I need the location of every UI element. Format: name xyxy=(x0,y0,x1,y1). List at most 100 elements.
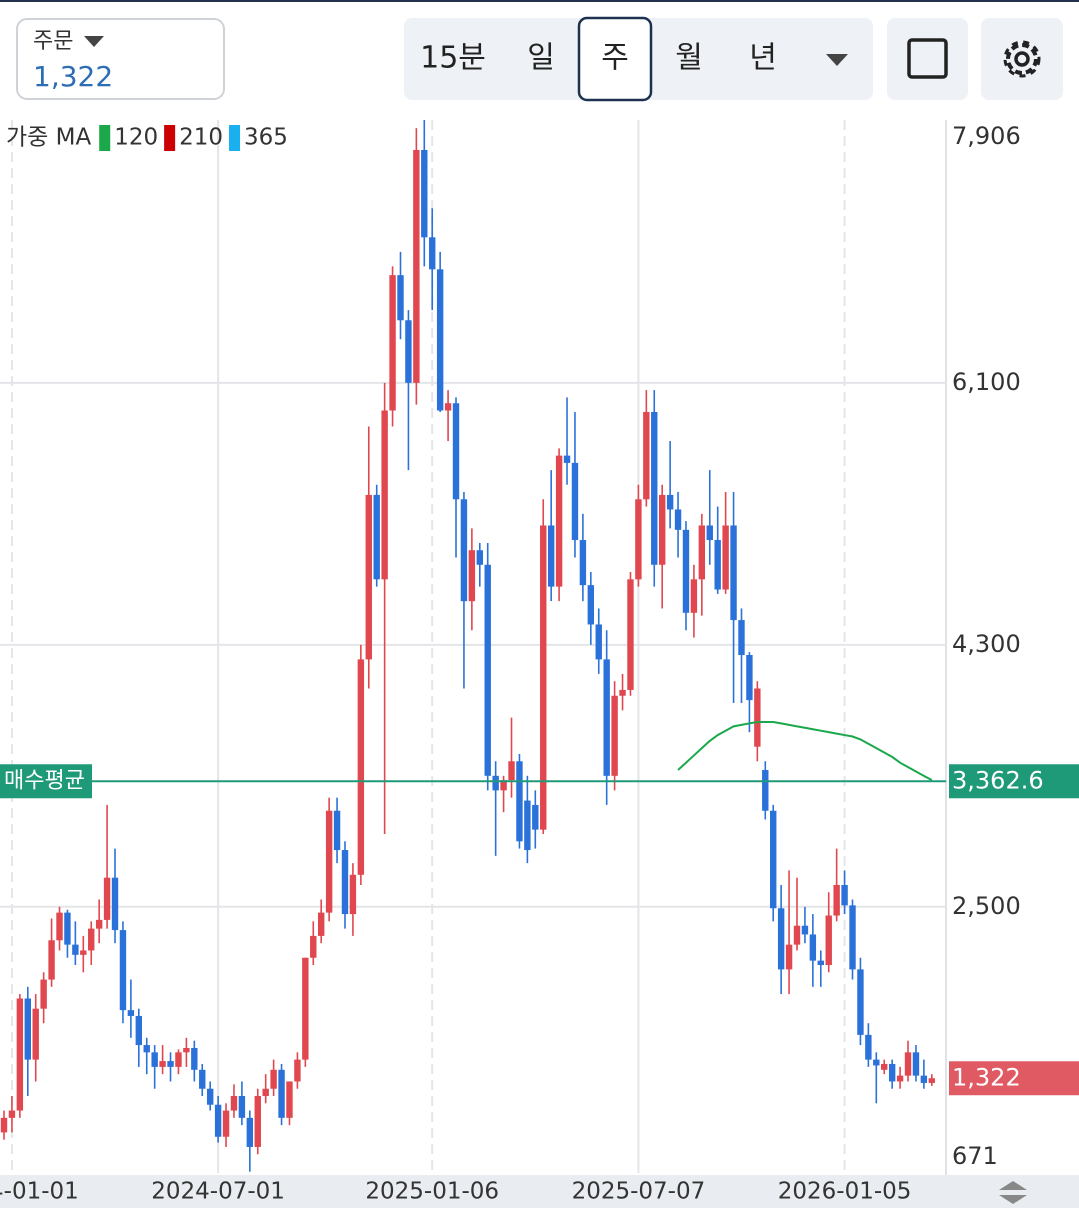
candle-body xyxy=(888,1063,896,1082)
legend-label: 210 xyxy=(179,125,223,151)
candle-body xyxy=(310,935,317,958)
candle-body xyxy=(603,659,610,776)
candle-body xyxy=(524,800,531,851)
candle-body xyxy=(627,579,634,690)
candle-body xyxy=(635,499,642,580)
candle-body xyxy=(619,689,626,696)
candle-body xyxy=(214,1104,222,1137)
candle-body xyxy=(714,540,721,590)
candle-body xyxy=(754,688,761,747)
candle-body xyxy=(912,1052,920,1076)
selected-tab xyxy=(577,16,653,102)
candle-body xyxy=(246,1117,254,1147)
candle-body xyxy=(405,320,412,383)
x-tick-label: 2025-07-07 xyxy=(572,1179,706,1205)
candle-body xyxy=(738,620,745,656)
candle-body xyxy=(302,957,309,1060)
period-tab[interactable]: 월 xyxy=(675,41,703,76)
candle-body xyxy=(373,494,380,580)
top-border xyxy=(0,0,1079,2)
candle-body xyxy=(294,1059,301,1082)
candle-body xyxy=(873,1059,880,1066)
candle-body xyxy=(643,411,650,500)
candle-body xyxy=(397,275,404,321)
candle-body xyxy=(587,585,595,625)
candle-body xyxy=(175,1052,182,1067)
candle-body xyxy=(762,769,769,811)
candle-body xyxy=(777,908,785,970)
candle-body xyxy=(444,403,452,411)
price-label: 3,362.6 xyxy=(952,766,1044,794)
candle-body xyxy=(746,655,753,701)
candle-body xyxy=(801,925,809,935)
period-tab[interactable]: 15분 xyxy=(420,41,486,76)
candle-body xyxy=(785,944,793,970)
candle-body xyxy=(532,804,539,830)
scroll-icon[interactable] xyxy=(999,1181,1027,1204)
candle-body xyxy=(698,525,706,580)
x-tick-label: 2026-01-05 xyxy=(778,1179,912,1205)
legend-label: 120 xyxy=(114,125,158,151)
period-tab[interactable]: 주 xyxy=(601,41,629,76)
candle-body xyxy=(825,915,832,966)
candle-body xyxy=(651,411,658,565)
candle-body xyxy=(508,761,515,781)
candle-body xyxy=(682,529,690,613)
candle-body xyxy=(484,564,491,776)
candle-body xyxy=(730,525,737,621)
legend-swatch xyxy=(229,125,241,151)
candle-body xyxy=(421,149,428,238)
candle-body xyxy=(365,494,372,660)
candle-body xyxy=(238,1096,246,1118)
period-dropdown[interactable] xyxy=(826,54,848,66)
legend-label: 365 xyxy=(244,125,288,151)
candle-body xyxy=(881,1063,888,1070)
candle-body xyxy=(95,919,103,929)
candle-body xyxy=(658,494,666,565)
candle-body xyxy=(540,525,547,830)
candle-body xyxy=(516,761,523,842)
x-tick-label: 2024-01-01 xyxy=(0,1179,79,1205)
candle-body xyxy=(381,410,388,580)
candle-body xyxy=(8,1110,16,1118)
candle-body xyxy=(151,1052,158,1067)
candle-body xyxy=(928,1078,936,1083)
candle-body xyxy=(500,780,507,791)
x-tick-label: 2025-01-06 xyxy=(365,1179,499,1205)
order-value: 1,322 xyxy=(33,60,113,93)
settings-button[interactable] xyxy=(981,18,1063,100)
candle-body xyxy=(318,912,325,936)
candle-body xyxy=(88,928,95,951)
candle-body xyxy=(817,960,824,966)
candle-body xyxy=(111,877,119,931)
candle-body xyxy=(325,810,333,913)
gear-icon xyxy=(1003,40,1041,78)
price-label-box xyxy=(949,764,1079,799)
candle-body xyxy=(16,998,24,1111)
candle-body xyxy=(32,1008,39,1060)
candle-body xyxy=(206,1088,214,1105)
candle-body xyxy=(119,930,127,1011)
period-tab[interactable]: 일 xyxy=(527,41,555,76)
candle-body xyxy=(468,550,476,602)
candle-body xyxy=(865,1034,872,1060)
price-label-box xyxy=(949,1061,1079,1096)
price-line-name: 매수평균 xyxy=(4,768,85,793)
period-tab[interactable]: 년 xyxy=(749,41,777,76)
candle-body xyxy=(595,624,602,660)
layout-button[interactable] xyxy=(887,18,968,100)
order-label: 주문 xyxy=(33,29,73,54)
candle-body xyxy=(413,149,420,383)
candle-body xyxy=(135,1015,143,1046)
y-tick-label: 7,906 xyxy=(952,122,1021,150)
candle-body xyxy=(40,979,47,1009)
order-box[interactable] xyxy=(16,18,225,100)
candle-body xyxy=(476,550,483,565)
candle-body xyxy=(690,579,698,613)
candle-body xyxy=(159,1061,166,1067)
candle-body xyxy=(666,494,674,510)
legend-swatch xyxy=(99,125,111,151)
candle-body xyxy=(64,912,71,945)
candle-body xyxy=(492,775,499,791)
